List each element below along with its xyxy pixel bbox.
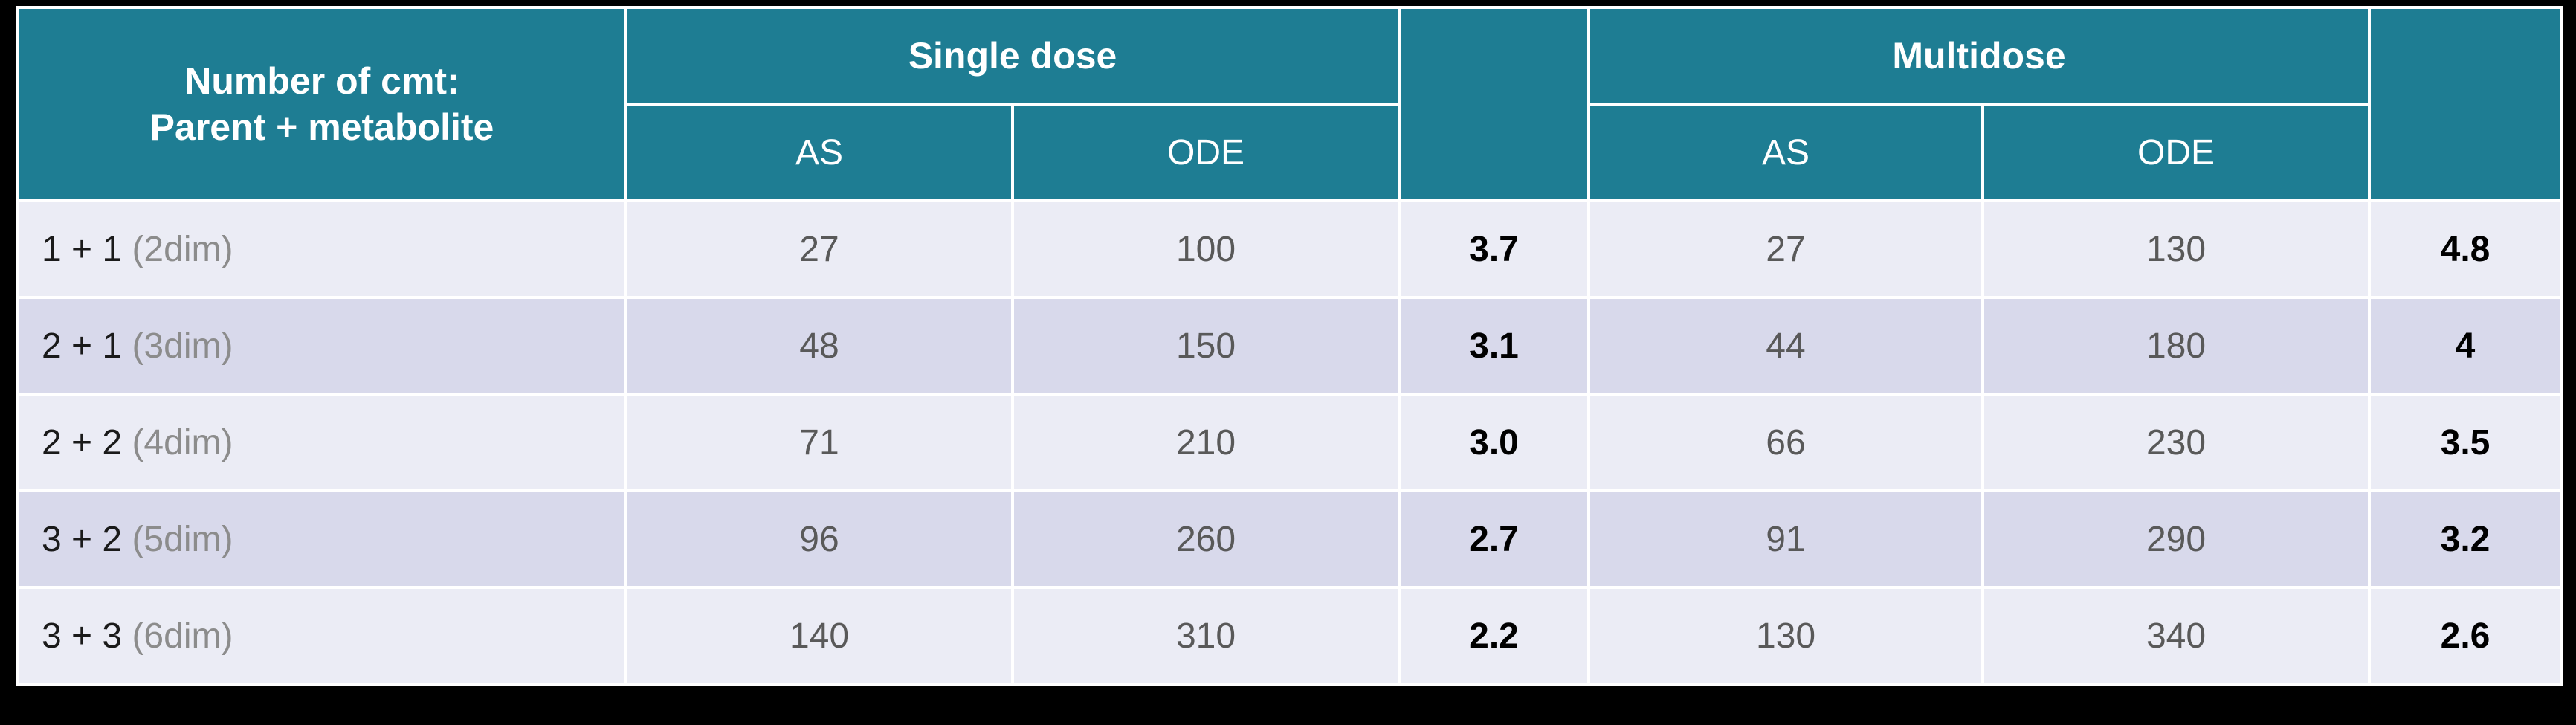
row-label: 3 + 2 bbox=[42, 519, 123, 559]
multidose-ratio-header-blank bbox=[2368, 6, 2563, 202]
multi-as-value: 130 bbox=[1587, 586, 1984, 686]
subheader-multi-ode: ODE bbox=[1981, 103, 2372, 202]
corner-header: Number of cmt: Parent + metabolite bbox=[16, 6, 627, 202]
row-dim-label: (2dim) bbox=[132, 229, 233, 269]
multi-ode-value: 290 bbox=[1981, 489, 2372, 589]
single-ratio-value: 3.7 bbox=[1398, 199, 1590, 299]
group-header-single-dose: Single dose bbox=[624, 6, 1401, 106]
single-ode-value: 210 bbox=[1011, 393, 1401, 492]
single-ratio-value: 3.1 bbox=[1398, 296, 1590, 396]
multi-ratio-value: 3.5 bbox=[2368, 393, 2563, 492]
table-header: Number of cmt: Parent + metabolite Singl… bbox=[16, 6, 2563, 202]
multi-ode-value: 130 bbox=[1981, 199, 2372, 299]
single-dose-ratio-header-blank bbox=[1398, 6, 1590, 202]
row-dim-label: (6dim) bbox=[132, 616, 233, 656]
table-body: 1 + 1 (2dim) 27 100 3.7 27 130 4.8 2 + 1… bbox=[16, 199, 2563, 686]
row-label-cell: 3 + 3 (6dim) bbox=[16, 586, 627, 686]
multi-ode-value: 340 bbox=[1981, 586, 2372, 686]
corner-header-line2: Parent + metabolite bbox=[149, 106, 494, 148]
single-as-value: 96 bbox=[624, 489, 1014, 589]
table-row: 1 + 1 (2dim) 27 100 3.7 27 130 4.8 bbox=[16, 199, 2563, 299]
single-as-value: 48 bbox=[624, 296, 1014, 396]
table-row: 3 + 2 (5dim) 96 260 2.7 91 290 3.2 bbox=[16, 489, 2563, 589]
multi-as-value: 27 bbox=[1587, 199, 1984, 299]
table-row: 2 + 2 (4dim) 71 210 3.0 66 230 3.5 bbox=[16, 393, 2563, 492]
subheader-single-ode: ODE bbox=[1011, 103, 1401, 202]
row-label-cell: 1 + 1 (2dim) bbox=[16, 199, 627, 299]
single-as-value: 140 bbox=[624, 586, 1014, 686]
single-ode-value: 100 bbox=[1011, 199, 1401, 299]
row-label-cell: 2 + 1 (3dim) bbox=[16, 296, 627, 396]
row-label-cell: 3 + 2 (5dim) bbox=[16, 489, 627, 589]
multi-as-value: 91 bbox=[1587, 489, 1984, 589]
row-label: 2 + 2 bbox=[42, 422, 123, 463]
single-ode-value: 310 bbox=[1011, 586, 1401, 686]
subheader-single-as: AS bbox=[624, 103, 1014, 202]
single-ratio-value: 2.7 bbox=[1398, 489, 1590, 589]
single-as-value: 27 bbox=[624, 199, 1014, 299]
row-dim-label: (3dim) bbox=[132, 326, 233, 366]
row-label-cell: 2 + 2 (4dim) bbox=[16, 393, 627, 492]
row-label: 3 + 3 bbox=[42, 616, 123, 656]
multi-as-value: 66 bbox=[1587, 393, 1984, 492]
row-dim-label: (4dim) bbox=[132, 422, 233, 463]
multi-ode-value: 180 bbox=[1981, 296, 2372, 396]
header-row-groups: Number of cmt: Parent + metabolite Singl… bbox=[16, 6, 2563, 202]
single-ode-value: 150 bbox=[1011, 296, 1401, 396]
multi-ratio-value: 4.8 bbox=[2368, 199, 2563, 299]
single-ratio-value: 3.0 bbox=[1398, 393, 1590, 492]
cmt-comparison-table: Number of cmt: Parent + metabolite Singl… bbox=[16, 6, 2563, 686]
multi-ratio-value: 2.6 bbox=[2368, 586, 2563, 686]
table-row: 3 + 3 (6dim) 140 310 2.2 130 340 2.6 bbox=[16, 586, 2563, 686]
single-ode-value: 260 bbox=[1011, 489, 1401, 589]
multi-as-value: 44 bbox=[1587, 296, 1984, 396]
single-ratio-value: 2.2 bbox=[1398, 586, 1590, 686]
multi-ode-value: 230 bbox=[1981, 393, 2372, 492]
table-row: 2 + 1 (3dim) 48 150 3.1 44 180 4 bbox=[16, 296, 2563, 396]
corner-header-line1: Number of cmt: bbox=[184, 59, 459, 102]
multi-ratio-value: 4 bbox=[2368, 296, 2563, 396]
row-dim-label: (5dim) bbox=[132, 519, 233, 559]
row-label: 1 + 1 bbox=[42, 229, 123, 269]
group-header-multidose: Multidose bbox=[1586, 6, 2372, 106]
subheader-multi-as: AS bbox=[1587, 103, 1984, 202]
multi-ratio-value: 3.2 bbox=[2368, 489, 2563, 589]
header-row-subcolumns: AS ODE AS ODE bbox=[18, 103, 2561, 202]
row-label: 2 + 1 bbox=[42, 326, 123, 366]
single-as-value: 71 bbox=[624, 393, 1014, 492]
